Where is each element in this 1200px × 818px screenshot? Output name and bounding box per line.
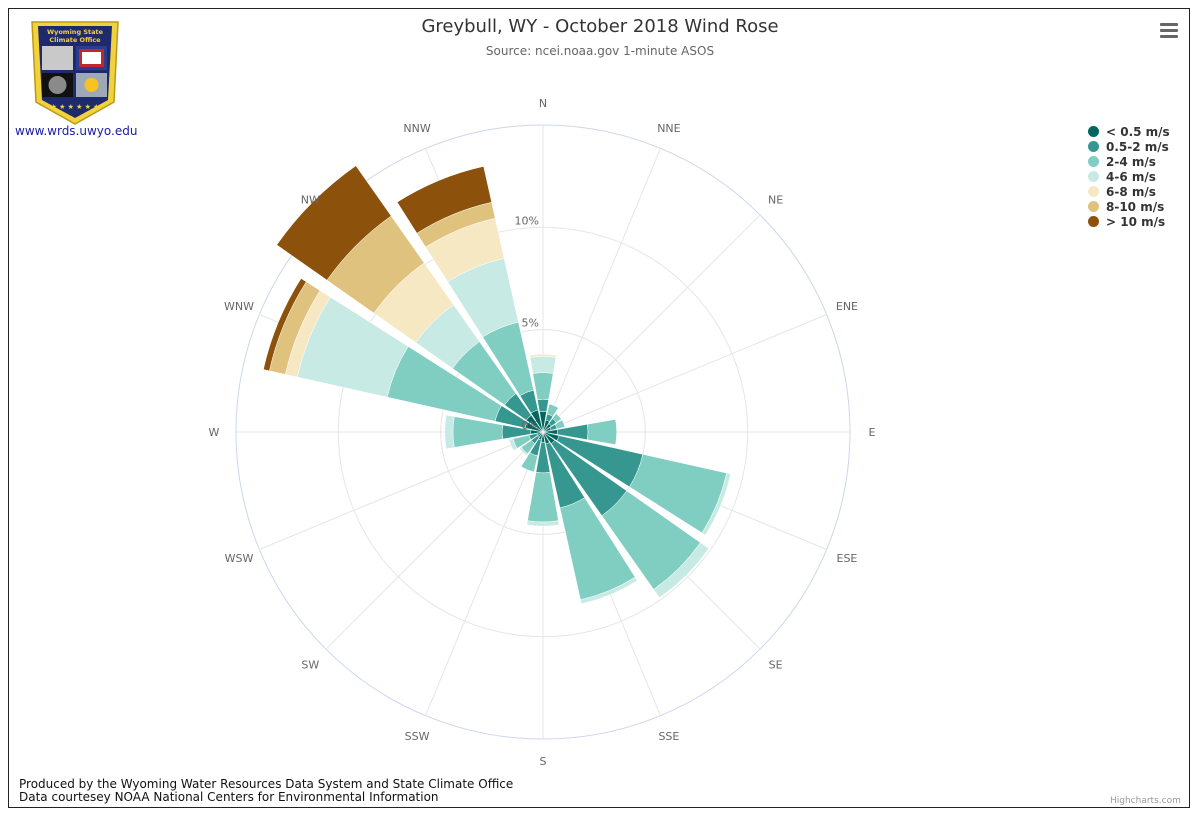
- bar-E-series-2[interactable]: [587, 419, 617, 445]
- legend-item-6[interactable]: > 10 m/s: [1088, 214, 1170, 229]
- legend-label: 2-4 m/s: [1106, 154, 1156, 169]
- chart-legend: < 0.5 m/s 0.5-2 m/s 2-4 m/s 4-6 m/s 6-8 m/s 8…: [1088, 124, 1170, 229]
- direction-label-NW: NW: [301, 193, 320, 206]
- bar-WSW-series-3[interactable]: [508, 438, 518, 451]
- legend-label: 4-6 m/s: [1106, 169, 1156, 184]
- legend-item-3[interactable]: 4-6 m/s: [1088, 169, 1170, 184]
- legend-item-4[interactable]: 6-8 m/s: [1088, 184, 1170, 199]
- grid-spoke: [325, 431, 544, 650]
- axis-labels: N NNE NE ENE E ESE SE SSE S SSW SW WSW W WNW NW NNW 0% 5%…: [209, 97, 876, 768]
- bar-ENE-series-2[interactable]: [554, 419, 566, 430]
- legend-marker: [1088, 156, 1099, 167]
- bar-NW-series-6[interactable]: [276, 165, 392, 281]
- footer-line-2: Data courtesey NOAA National Centers for…: [19, 790, 439, 804]
- direction-label-SE: SE: [769, 659, 783, 672]
- legend-label: 0.5-2 m/s: [1106, 139, 1169, 154]
- wind-rose-bars: [263, 165, 732, 605]
- legend-item-2[interactable]: 2-4 m/s: [1088, 154, 1170, 169]
- bar-NE-series-2[interactable]: [552, 413, 562, 423]
- highcharts-credits[interactable]: Highcharts.com: [1110, 796, 1181, 806]
- bar-ESE-series-3[interactable]: [701, 472, 732, 536]
- legend-marker: [1088, 201, 1099, 212]
- bar-S-series-3[interactable]: [526, 520, 560, 527]
- grid-spoke: [542, 214, 761, 433]
- legend-marker: [1088, 216, 1099, 227]
- legend-item-0[interactable]: < 0.5 m/s: [1088, 124, 1170, 139]
- legend-item-5[interactable]: 8-10 m/s: [1088, 199, 1170, 214]
- direction-label-WNW: WNW: [224, 300, 254, 313]
- svg-text:Wyoming State: Wyoming State: [47, 28, 104, 36]
- climate-office-logo: Wyoming State Climate Office ★ ★ ★ ★ ★ ★: [31, 21, 119, 125]
- hamburger-menu-icon[interactable]: [1158, 20, 1180, 40]
- bar-N-series-2[interactable]: [532, 372, 554, 401]
- grid-spoke: [425, 431, 544, 716]
- chart-title: Greybull, WY - October 2018 Wind Rose: [421, 16, 779, 37]
- grid-spoke: [542, 314, 827, 433]
- legend-label: 6-8 m/s: [1106, 184, 1156, 199]
- radial-tick-label: 5%: [522, 317, 539, 330]
- bar-W-series-3[interactable]: [444, 414, 455, 450]
- direction-label-WSW: WSW: [225, 552, 254, 565]
- direction-label-SW: SW: [301, 659, 319, 672]
- bar-SSE-series-3[interactable]: [580, 576, 638, 605]
- direction-label-N: N: [539, 97, 547, 110]
- bar-SSW-series-2[interactable]: [520, 452, 538, 473]
- bar-SW-series-3[interactable]: [519, 446, 529, 456]
- bar-N-series-1[interactable]: [537, 399, 549, 413]
- chart-subtitle: Source: ncei.noaa.gov 1-minute ASOS: [485, 44, 715, 58]
- bar-SE-series-3[interactable]: [653, 542, 710, 599]
- grid-spoke: [542, 148, 661, 433]
- grid-spoke: [259, 431, 544, 550]
- chart-frame: [8, 8, 1190, 808]
- svg-text:Climate Office: Climate Office: [49, 36, 101, 44]
- legend-marker: [1088, 186, 1099, 197]
- bar-N-series-3[interactable]: [529, 356, 557, 374]
- site-link[interactable]: www.wrds.uwyo.edu: [15, 124, 138, 138]
- bar-N-series-4[interactable]: [529, 353, 557, 358]
- radial-tick-label: 10%: [515, 214, 539, 227]
- footer-text: Produced by the Wyoming Water Resources …: [19, 778, 513, 804]
- bar-NNW-series-6[interactable]: [396, 166, 492, 234]
- direction-label-NE: NE: [768, 193, 783, 206]
- radial-tick-label: 0%: [522, 419, 539, 432]
- bar-WNW-series-6[interactable]: [263, 278, 307, 372]
- direction-label-ESE: ESE: [837, 552, 858, 565]
- direction-label-S: S: [540, 755, 547, 768]
- footer-line-1: Produced by the Wyoming Water Resources …: [19, 777, 514, 791]
- direction-label-NNW: NNW: [403, 122, 430, 135]
- legend-marker: [1088, 171, 1099, 182]
- legend-label: > 10 m/s: [1106, 214, 1166, 229]
- legend-item-1[interactable]: 0.5-2 m/s: [1088, 139, 1170, 154]
- direction-label-NNE: NNE: [657, 122, 680, 135]
- direction-label-E: E: [869, 426, 876, 439]
- svg-text:★ ★ ★ ★ ★ ★: ★ ★ ★ ★ ★ ★: [51, 103, 100, 111]
- direction-label-W: W: [209, 426, 220, 439]
- legend-marker: [1088, 141, 1099, 152]
- bar-NNE-series-2[interactable]: [546, 403, 559, 417]
- legend-label: 8-10 m/s: [1106, 199, 1165, 214]
- legend-marker: [1088, 126, 1099, 137]
- direction-label-SSW: SSW: [405, 730, 430, 743]
- legend-label: < 0.5 m/s: [1106, 124, 1170, 139]
- direction-label-SSE: SSE: [658, 730, 679, 743]
- direction-label-ENE: ENE: [836, 300, 858, 313]
